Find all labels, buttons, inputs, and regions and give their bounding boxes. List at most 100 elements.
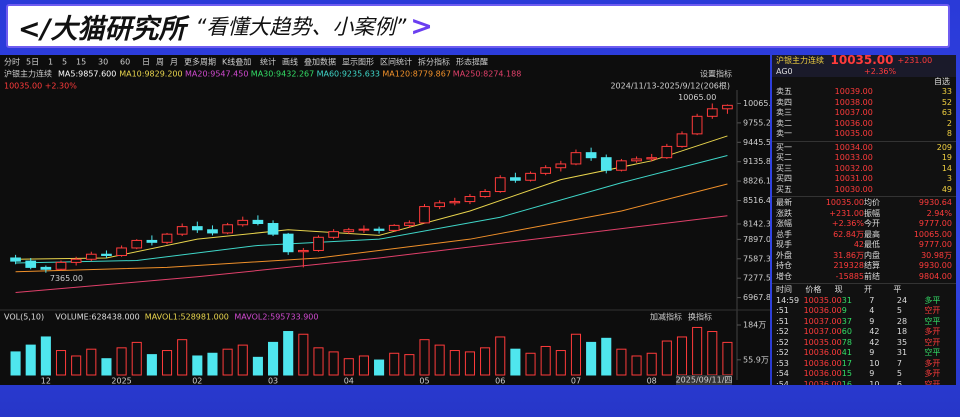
toolbar-item[interactable]: 60 [120,58,130,67]
trade-cell: :52 [776,327,789,336]
order-qty: 52 [941,97,953,107]
trade-cell: 9 [869,316,875,326]
order-price: 10037.00 [834,108,873,117]
order-qty: 8 [946,129,953,138]
candle-body [510,177,521,181]
volume-bar [495,336,506,376]
watch-button[interactable]: 自选 [934,77,950,86]
trade-cell: 空开 [924,306,941,315]
trade-header-cell: 平 [893,285,902,294]
y-tick-label: 6967.88 [743,293,770,302]
toolbar-item[interactable]: 画线 [282,57,298,67]
candle-body [479,191,491,198]
trade-cell: :54 [776,379,789,386]
toolbar-item[interactable]: 5 [62,58,67,67]
volume-bar [161,350,173,376]
order-qty: 63 [941,108,953,117]
quote-panel: 沪银主力连续 10035.00 +231.00 AG0 +2.36% 自选 卖五 10039.… [772,55,956,385]
order-label: 卖二 [776,118,792,128]
volume-bar [464,351,475,376]
toolbar-item[interactable]: 区间统计 [380,57,412,67]
trade-cell: :52 [776,337,789,347]
trade-row: :52 10035.00 78 42 35 空开 [772,338,956,349]
instrument: 沪银主力连续 [4,69,52,79]
volume-bar [586,341,597,376]
y-tick-label: 7897.02 [743,235,770,244]
trade-cell: 37 [841,316,852,326]
order-label: 卖四 [776,97,792,107]
separator [772,283,956,284]
ma-line [15,155,728,264]
quote-price: 10035.00 [830,55,894,67]
toolbar-item[interactable]: 日 [142,58,150,67]
volume-bar [358,355,369,376]
indicator-button[interactable]: 加减指标 [650,312,682,322]
toolbar-item[interactable]: 分时 [4,57,20,67]
ma-legend: MA250:8274.188 [453,70,522,79]
banner-mark: > [410,10,433,42]
trade-header-cell: 现 [834,285,843,294]
order-row: 买五 10030.00 49 [772,185,956,196]
candle-body [191,226,203,231]
order-price: 10036.00 [834,118,873,128]
volume-bar [131,341,142,376]
trade-cell: 10 [869,379,880,386]
ma-legend: MA120:8779.867 [382,70,451,79]
toolbar-item[interactable]: 叠加数据 [304,57,336,67]
volume-bar [101,358,112,376]
candle-body [661,145,673,159]
volume-legend: MAVOL2:595733.900 [234,313,318,322]
toolbar-item[interactable]: K线叠加 [222,57,251,67]
candle-body [676,133,688,147]
toolbar-item[interactable]: 更多周期 [184,57,216,67]
volume-bar [86,348,97,376]
toolbar-item[interactable]: 周 [156,58,164,67]
volume-bar [71,355,82,376]
price-annotation: 10065.00 [678,93,716,102]
ma-legend: MA5:9857.600 [58,70,116,79]
trade-cell: 60 [841,327,852,336]
y-tick-label: 8142.37 [743,219,770,228]
candle-body [282,233,294,253]
order-label: 买二 [776,153,792,162]
toolbar-item[interactable]: 15 [76,58,86,67]
toolbar-item[interactable]: 5日 [26,58,39,67]
volume-bar [207,352,218,376]
order-qty: 209 [936,142,953,152]
trade-cell: 24 [896,295,908,305]
toolbar-item[interactable]: 拆分指标 [418,57,450,67]
trade-cell: 15 [841,369,852,378]
order-row: 买四 10031.00 3 [772,174,956,185]
quote-pct: +2.36% [864,67,897,76]
toolbar-item[interactable]: 月 [170,58,178,67]
y-tick-label: 9445.58 [743,138,770,147]
toolbar-item[interactable]: 1 [48,58,53,67]
stat-value: 2.94% [926,208,952,218]
order-label: 买三 [776,163,792,173]
settings-button[interactable]: 设置指标 [700,69,732,79]
order-price: 10030.00 [834,184,873,194]
stat-row: 总手 62.84万 最高 10065.00 [772,230,956,241]
toolbar-item[interactable]: 30 [98,58,108,67]
toolbar-item[interactable]: 显示图形 [342,58,374,67]
toolbar-item[interactable]: 形态提醒 [456,57,488,67]
toolbar-item[interactable]: 统计 [260,57,276,67]
stat-label: 持仓 [776,261,792,270]
trade-row: 14:59 10035.00 31 7 24 多平 [772,296,956,307]
order-label: 买五 [776,184,792,194]
candle-body [570,152,582,165]
order-row: 卖四 10038.00 52 [772,98,956,109]
stat-label: 最新 [776,198,792,207]
volume-bar [631,355,642,376]
stat-label: 结算 [864,261,880,270]
indicator-button[interactable]: 换指标 [688,312,712,322]
order-label: 买一 [776,142,792,152]
volume-bar [192,355,203,376]
candle-body [722,104,733,110]
candle-body [25,260,37,268]
volume-bar [661,340,672,376]
candle-body [313,236,324,251]
quote-code: AG0 [776,67,793,76]
trade-cell: 42 [869,337,880,347]
cursor-date-box [676,375,732,385]
